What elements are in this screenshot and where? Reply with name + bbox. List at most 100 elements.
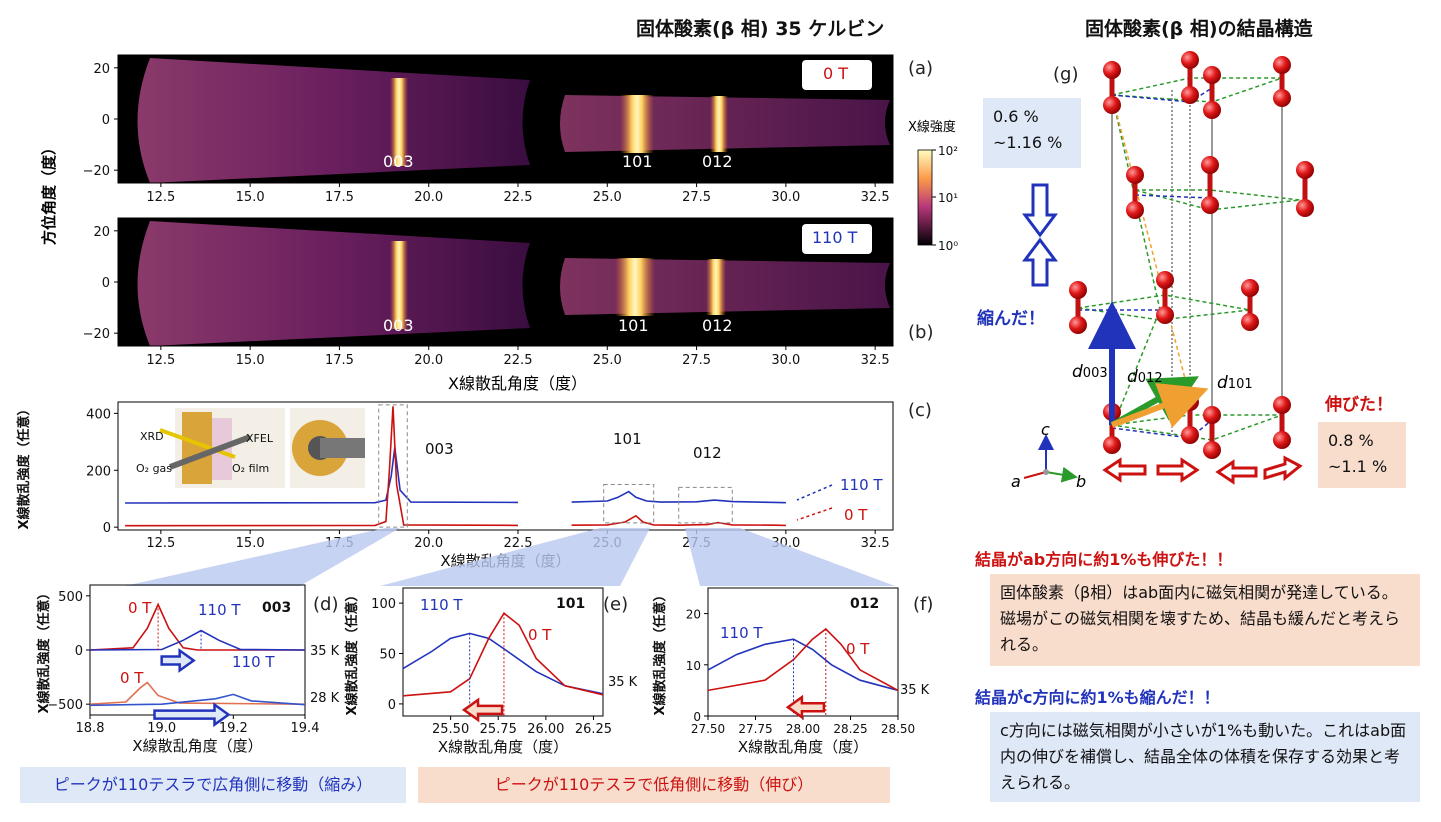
y-axis-label: X線散乱強度（任意）: [344, 588, 360, 715]
panel-a-peak-label-101: 101: [622, 152, 653, 171]
detector-ytick-label: 20: [93, 225, 110, 240]
panel-a-left-wedge: [137, 58, 530, 183]
magnet-rod: [320, 438, 365, 458]
detector-xtick-label: 27.5: [682, 190, 711, 205]
series-line-110t-0: [125, 447, 786, 504]
series-line-110t-3: [89, 693, 306, 707]
colorbar-label: X線強度: [908, 120, 956, 135]
x-tick-label: 18.8: [76, 721, 105, 736]
f-shift-arrow: [785, 694, 826, 720]
f-temp: 35 K: [900, 683, 930, 698]
detector-xlabel: X線散乱角度（度）: [448, 374, 587, 393]
detector-xtick-label: 20.0: [414, 190, 443, 205]
d101-vector: [1110, 383, 1209, 428]
e-series-label-0t: 0 T: [528, 626, 552, 644]
panel-letter-a: (a): [908, 58, 934, 79]
setup-inset: XRD XFEL O₂ gas O₂ film: [136, 408, 365, 488]
detector-ytick-label: 0: [102, 276, 110, 291]
y-tick-label: 50: [379, 648, 396, 663]
panel-b-peak-label-003: 003: [383, 316, 414, 335]
y-tick-label: 100: [371, 597, 396, 612]
y-tick-label: −500: [47, 698, 83, 713]
zoom-projections: [125, 528, 895, 586]
x-axis-label: X線散乱角度（度）: [738, 738, 868, 756]
x-tick-label: 15.0: [236, 536, 265, 551]
ab-heading: 結晶がab方向に約1%も伸びた！！: [975, 550, 1233, 569]
inset-label-o2film: O₂ film: [232, 462, 269, 475]
panel-a-image: [118, 55, 893, 183]
d-peak-label: 003: [262, 600, 291, 616]
peak-label-101: 101: [613, 430, 642, 448]
inset-label-xrd: XRD: [140, 430, 164, 443]
x-tick-label: 32.5: [861, 536, 890, 551]
panel-letter-g: (g): [1053, 64, 1079, 85]
y-axis-label: X線散乱強度（任意）: [652, 588, 668, 715]
panel-b-peak-101: [615, 258, 655, 316]
panel-b-image: [118, 218, 893, 346]
detector-ytick-label: 20: [93, 62, 110, 77]
series-line-110t-0: [402, 632, 604, 695]
d-series-label-0t: 0 T: [128, 599, 152, 617]
series-pointer-110t: [796, 484, 833, 501]
panel-a-peak-101: [620, 95, 654, 153]
chart-e: 25.50 25.75 26.00 26.25 0 50 100 X線散乱強度（任意） X線散乱…: [344, 587, 638, 756]
detector-ylabel: 方位角度（度）: [40, 139, 58, 245]
panel-b-peak-012: [706, 259, 726, 315]
peak-box-012: [678, 486, 733, 524]
shrink-text: 縮んだ！: [977, 309, 1045, 329]
x-tick-label: 27.75: [738, 722, 772, 736]
chart-f: 27.50 27.75 28.00 28.25 28.50 0 10 20 X線散乱強度（任意）…: [652, 587, 930, 756]
detector-xtick-label: 30.0: [771, 353, 800, 368]
inset-label-xfel: XFEL: [246, 432, 274, 445]
y-tick-label: 0: [103, 521, 111, 536]
shrink-value-box: 0.6 % ~1.16 %: [983, 98, 1081, 168]
panel-a-field-box: [802, 60, 872, 90]
d-shift-arrow-28k: [153, 702, 231, 728]
stretch-value-box: 0.8 % ~1.1 %: [1318, 422, 1406, 488]
e-shift-arrow: [461, 697, 504, 723]
x-tick-label: 19.4: [291, 721, 320, 736]
panel-letter-d: (d): [313, 594, 339, 615]
d-temp-28k: 28 K: [310, 691, 340, 706]
y-axis-label: X線散乱強度（任意）: [36, 586, 52, 713]
y-tick-label: 0: [75, 644, 83, 659]
x-tick-label: 26.25: [575, 722, 612, 737]
d012-label: d012: [1127, 367, 1163, 387]
x-axis-label: X線散乱角度（度）: [438, 738, 568, 756]
caption-mid: ピークが110テスラで低角側に移動（伸び）: [418, 767, 890, 803]
detector-xtick-label: 17.5: [325, 353, 354, 368]
panel-b-field-box: [802, 224, 872, 254]
colorbar: [917, 149, 933, 246]
axis-c-label: c: [1041, 420, 1050, 439]
projection-f: [685, 528, 895, 586]
panel-b-peak-label-012: 012: [702, 316, 733, 335]
detector-ytick-label: −20: [83, 327, 110, 342]
ab-body: 固体酸素（β相）はab面内に磁気相関が発達している。磁場がこの磁気相関を壊すため…: [990, 574, 1420, 666]
panel-b-left-wedge: [137, 221, 530, 346]
panel-a-peak-012: [710, 96, 728, 152]
panel-b-field: 110 T: [812, 228, 858, 247]
plot-frame: [402, 587, 604, 717]
detector-xtick-label: 30.0: [771, 190, 800, 205]
projection-d: [125, 528, 400, 586]
detector-images: 12.5 15.0 17.5 20.0 22.5 25.0 27.5 30.0 32.5 20 0 −…: [83, 54, 958, 368]
y-tick-label: 0: [388, 698, 396, 713]
x-tick-label: 19.0: [147, 721, 176, 736]
d-temp-35k: 35 K: [310, 644, 340, 659]
d101-label: d101: [1217, 373, 1253, 393]
d003-label: d003: [1072, 362, 1108, 382]
xrd-beam: [159, 428, 236, 459]
peak-label-012: 012: [693, 444, 722, 462]
d-series-label-110t-28k: 110 T: [232, 653, 275, 671]
c-body: c方向には磁気相関が小さいが1%も動いた。これはab面内の伸びを補償し、結晶全体…: [990, 712, 1420, 802]
panel-b-peak-003: [390, 241, 408, 329]
e-temp: 35 K: [608, 675, 638, 690]
d-series-label-0t-28k: 0 T: [120, 669, 144, 687]
detector-xtick-label: 27.5: [682, 353, 711, 368]
y-tick-label: 20: [686, 608, 701, 622]
colorbar-tick-label: 10¹: [938, 191, 958, 205]
x-tick-label: 26.00: [527, 722, 564, 737]
left-title: 固体酸素(β 相) 35 ケルビン: [636, 18, 885, 40]
colorbar-tick-label: 10⁰: [938, 239, 958, 253]
